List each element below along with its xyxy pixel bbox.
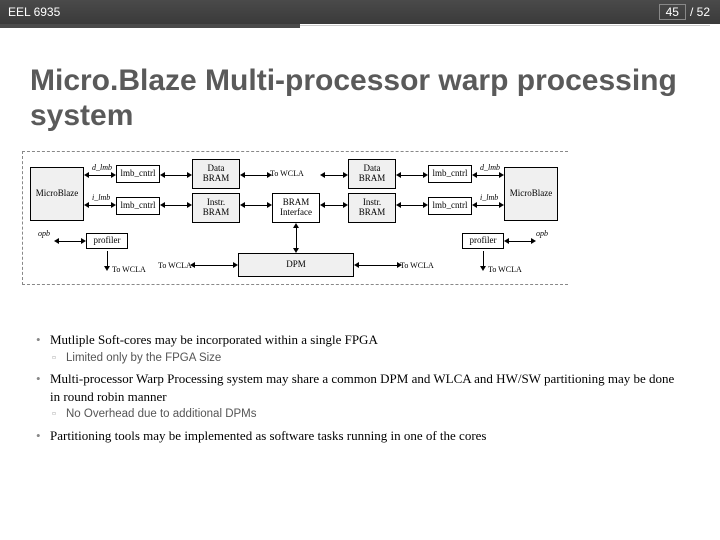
block-diagram: MicroBlaze d_lmb lmb_cntrl Data BRAM To … — [30, 149, 690, 319]
bullet-1-text: Mutliple Soft-cores may be incorporated … — [50, 332, 378, 347]
page-current: 45 — [659, 4, 686, 20]
slide-header: EEL 6935 45 / 52 — [0, 0, 720, 24]
bullet-2-sub: No Overhead due to additional DPMs — [50, 407, 684, 423]
course-code: EEL 6935 — [0, 5, 60, 19]
page-total: / 52 — [690, 5, 710, 19]
bullet-2-text: Multi-processor Warp Processing system m… — [50, 371, 674, 404]
bullet-2: Multi-processor Warp Processing system m… — [36, 370, 684, 423]
bullet-1: Mutliple Soft-cores may be incorporated … — [36, 331, 684, 366]
bullet-3: Partitioning tools may be implemented as… — [36, 427, 684, 445]
boundary-left — [22, 151, 568, 285]
page-indicator: 45 / 52 — [659, 4, 710, 20]
header-underbar — [0, 24, 300, 28]
slide-title: Micro.Blaze Multi-processor warp process… — [0, 24, 720, 149]
bullet-1-sub: Limited only by the FPGA Size — [50, 351, 684, 367]
bullet-content: Mutliple Soft-cores may be incorporated … — [0, 319, 720, 444]
